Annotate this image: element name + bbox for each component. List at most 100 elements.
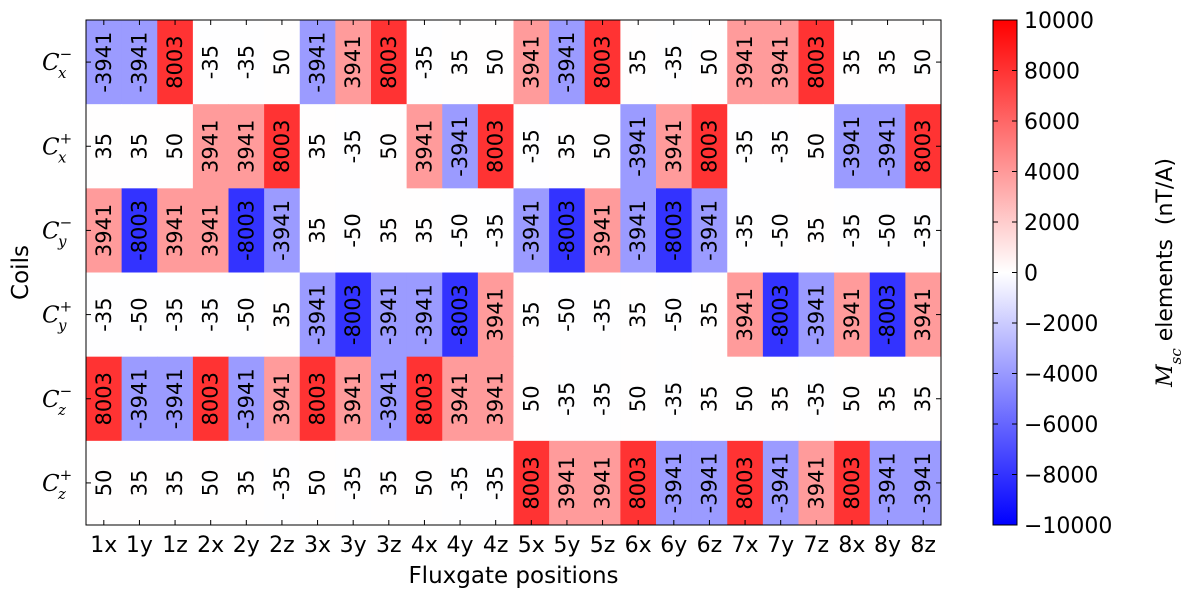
cell-value-label: 35 (626, 49, 650, 76)
heatmap-cell (406, 440, 443, 526)
cell-value-label: -8003 (555, 200, 579, 261)
cell-value-label: 8003 (270, 120, 294, 173)
cell-value-label: 3941 (591, 456, 615, 509)
heatmap-cell (477, 356, 514, 442)
cell-value-label: -3941 (306, 32, 330, 93)
x-tick-label: 7y (767, 533, 794, 558)
heatmap-cell (192, 272, 229, 358)
y-tick-label-base: C (42, 471, 60, 497)
heatmap-cell (691, 104, 728, 189)
x-tick-label: 2x (197, 533, 224, 558)
heatmap-cell (656, 188, 693, 273)
heatmap-cell (905, 104, 942, 189)
x-tick-label: 6x (625, 533, 652, 558)
cell-value-label: -50 (555, 297, 579, 331)
cell-value-label: 35 (377, 470, 401, 497)
colorbar-tick-label: 4000 (1024, 161, 1080, 186)
cell-value-label: -3941 (163, 368, 187, 429)
cell-value-label: -3941 (697, 452, 721, 513)
y-tick-label: C+ y (42, 298, 72, 335)
colorbar-label-text: elements (nT/A) (1153, 158, 1178, 348)
cell-value-label: 50 (163, 133, 187, 160)
cell-value-label: -3941 (840, 116, 864, 177)
heatmap-cell (264, 104, 301, 189)
heatmap-cell (834, 104, 871, 189)
heatmap-cell-labels: -3941 -3941 8003 -35 -35 50 -3941 3941 8003 -35 35… (92, 32, 935, 514)
heatmap-cell (477, 20, 514, 105)
heatmap-cell (584, 272, 621, 358)
x-tick-label: 7z (804, 533, 830, 558)
heatmap-cell (620, 440, 657, 526)
cell-value-label: -35 (733, 129, 757, 163)
heatmap-cell (442, 272, 479, 358)
cell-value-label: -35 (911, 213, 935, 247)
cell-value-label: 50 (911, 49, 935, 76)
heatmap-cell (335, 440, 372, 526)
cell-value-label: -3941 (377, 284, 401, 345)
heatmap-cell (762, 20, 799, 105)
x-tick-label: 3y (340, 533, 367, 558)
heatmap-cell (549, 188, 586, 273)
y-tick-label: C+ z (42, 466, 72, 503)
y-tick-label-sup: + (60, 129, 73, 147)
heatmap-cell (798, 188, 835, 273)
heatmap-cell (691, 188, 728, 273)
heatmap-cell (264, 440, 301, 526)
heatmap-cell (264, 272, 301, 358)
cell-value-label: -35 (199, 297, 223, 331)
heatmap-cell (442, 104, 479, 189)
cell-value-label: -3941 (448, 116, 472, 177)
cell-value-label: -50 (448, 213, 472, 247)
cell-value-label: 50 (377, 133, 401, 160)
heatmap-cell (192, 356, 229, 442)
heatmap-cell (299, 104, 336, 189)
cell-value-label: 8003 (697, 120, 721, 173)
y-tick-label-base: C (42, 218, 60, 244)
heatmap-cell (371, 440, 408, 526)
cell-value-label: 35 (876, 385, 900, 412)
colorbar-tick-label: 10000 (1024, 9, 1094, 34)
heatmap-cell (620, 20, 657, 105)
heatmap-cell (656, 272, 693, 358)
heatmap-cell (121, 356, 158, 442)
cell-value-label: 8003 (804, 35, 828, 88)
cell-value-label: -3941 (377, 368, 401, 429)
cell-value-label: 3941 (412, 120, 436, 173)
heatmap-cell (192, 104, 229, 189)
cell-value-label: -50 (234, 297, 258, 331)
cell-value-label: 35 (519, 301, 543, 328)
heatmap-cell (299, 188, 336, 273)
heatmap-cell (406, 20, 443, 105)
heatmap-cell (192, 188, 229, 273)
heatmap-cell (264, 20, 301, 105)
cell-value-label: 50 (733, 385, 757, 412)
cell-value-label: 8003 (911, 120, 935, 173)
cell-value-label: 3941 (199, 204, 223, 257)
heatmap-cell (477, 272, 514, 358)
cell-value-label: 35 (555, 133, 579, 160)
colorbar-tick-label: 0 (1024, 262, 1038, 287)
heatmap-cell (228, 356, 265, 442)
cell-value-label: -35 (270, 466, 294, 500)
heatmap-cell (371, 104, 408, 189)
heatmap-cell (762, 440, 799, 526)
heatmap-cell (762, 356, 799, 442)
heatmap-cell (727, 188, 764, 273)
heatmap-cell (905, 440, 942, 526)
heatmap-cell (335, 188, 372, 273)
heatmap-cell (798, 20, 835, 105)
cell-value-label: 8003 (163, 35, 187, 88)
heatmap-cell (335, 20, 372, 105)
cell-value-label: -3941 (127, 368, 151, 429)
cell-value-label: 3941 (448, 372, 472, 425)
x-tick-label: 8x (838, 533, 865, 558)
heatmap-cell (157, 272, 194, 358)
heatmap-cell (228, 440, 265, 526)
heatmap-cell (86, 356, 123, 442)
cell-value-label: -35 (448, 466, 472, 500)
cell-value-label: 8003 (377, 35, 401, 88)
y-tick-label: C− y (42, 213, 72, 250)
heatmap-cell (477, 104, 514, 189)
cell-value-label: 50 (626, 385, 650, 412)
y-tick-label-base: C (42, 303, 60, 329)
